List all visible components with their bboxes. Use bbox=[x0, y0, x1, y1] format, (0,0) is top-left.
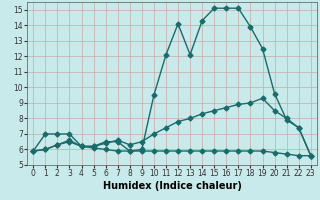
X-axis label: Humidex (Indice chaleur): Humidex (Indice chaleur) bbox=[103, 181, 241, 191]
